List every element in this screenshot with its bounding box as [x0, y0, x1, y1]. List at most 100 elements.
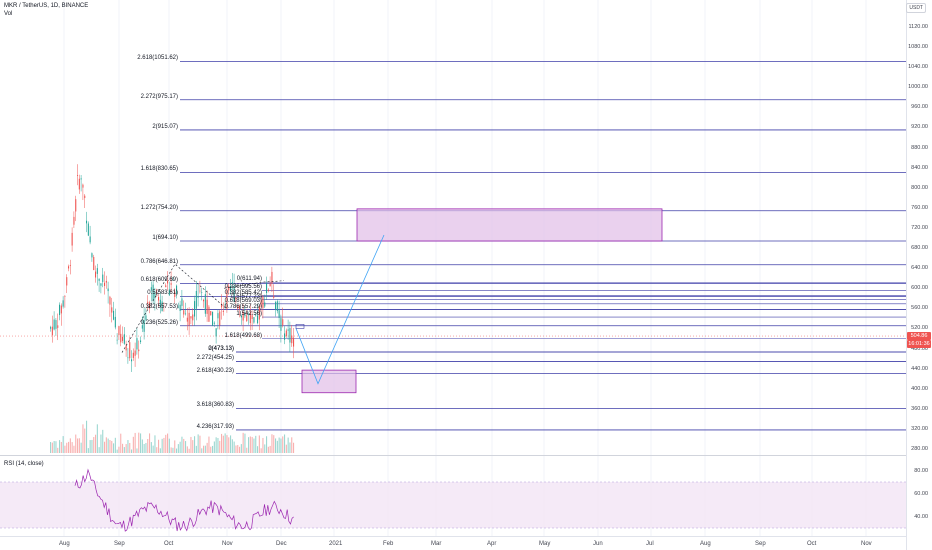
- volume-bar: [138, 432, 140, 453]
- volume-bar: [251, 436, 253, 453]
- currency-button[interactable]: USDT: [906, 3, 926, 13]
- fibonacci-levels: [180, 60, 906, 431]
- candle-body: [75, 199, 77, 212]
- wave-dashed-2: [223, 280, 285, 289]
- candle-body: [206, 299, 208, 314]
- candle-body: [231, 282, 233, 285]
- time-label: May: [539, 541, 551, 547]
- candle-body: [77, 175, 79, 176]
- candle-body: [264, 302, 266, 307]
- candle-body: [149, 302, 151, 309]
- price-label: 720.00: [911, 224, 928, 231]
- volume-bar: [120, 433, 122, 453]
- volume-bar: [244, 433, 246, 453]
- fib-label-short: 0.382(585.42): [224, 289, 262, 296]
- time-label: Feb: [383, 541, 394, 547]
- volume-bar: [267, 446, 269, 453]
- candle-body: [82, 184, 84, 188]
- volume-bar: [71, 442, 73, 453]
- candle-body: [203, 299, 205, 302]
- candle-body: [161, 301, 163, 312]
- candle-body: [109, 296, 111, 305]
- candle-body: [237, 306, 239, 309]
- symbol-legend[interactable]: MKR / TetherUS, 1D, BINANCE: [4, 3, 88, 10]
- candle-body: [239, 305, 241, 309]
- volume-bar: [91, 439, 93, 453]
- time-label: Sep: [114, 541, 125, 547]
- volume-bar: [69, 438, 71, 453]
- candle-body: [185, 313, 187, 315]
- candle-body: [194, 301, 196, 317]
- candle-body: [84, 195, 86, 199]
- volume-bar: [167, 433, 169, 453]
- candle-body: [113, 310, 115, 320]
- volume-bar: [147, 439, 149, 453]
- volume-bar: [293, 442, 295, 453]
- candle-body: [154, 292, 156, 299]
- fib-label: 1.618(830.65): [140, 166, 178, 173]
- volume-bar: [96, 424, 98, 453]
- volume-bar: [104, 441, 106, 453]
- volume-bar: [141, 439, 143, 453]
- candle-body: [107, 288, 109, 292]
- target-zones: [301, 208, 663, 394]
- price-label: 1000.00: [908, 84, 928, 91]
- candle-body: [129, 342, 131, 359]
- candle-body: [66, 277, 68, 286]
- chart-grid: [0, 0, 906, 536]
- candle-body: [80, 178, 82, 180]
- upper-target-zone: [356, 208, 663, 242]
- volume-bar: [230, 435, 232, 453]
- volume-bar: [188, 448, 190, 453]
- volume-bar: [55, 441, 57, 453]
- candle-body: [64, 296, 66, 297]
- candle-body: [120, 333, 122, 343]
- volume-bar: [213, 441, 215, 453]
- fib-label-short: 1.618(499.68): [224, 332, 262, 339]
- price-label: 280.00: [911, 446, 928, 452]
- volume-bar: [132, 436, 134, 453]
- volume-bar: [282, 436, 284, 453]
- candle-body: [233, 286, 235, 302]
- time-label: 2021: [329, 541, 343, 547]
- candle-body: [78, 178, 80, 190]
- candle-body: [186, 317, 188, 322]
- candle-body: [93, 256, 95, 271]
- volume-bar: [226, 435, 228, 453]
- candle-body: [266, 283, 268, 293]
- candle-body: [278, 310, 280, 318]
- volume-legend[interactable]: Vol: [4, 11, 12, 18]
- volume-bar: [64, 445, 66, 453]
- volume-bar: [249, 436, 251, 453]
- price-label: 680.00: [911, 245, 928, 252]
- volume-bar: [278, 437, 280, 453]
- candle-body: [197, 296, 199, 298]
- price-marker: [295, 324, 305, 329]
- candle-body: [287, 329, 289, 331]
- candle-body: [188, 312, 190, 326]
- volume-bar: [80, 442, 82, 453]
- candle-body: [260, 300, 262, 307]
- volume-bar: [125, 444, 127, 453]
- candle-body: [181, 298, 183, 306]
- fib-label: 4.236(317.93): [196, 423, 234, 430]
- candle-body: [172, 277, 174, 278]
- candle-body: [248, 314, 250, 316]
- fib-label: 2.618(1051.62): [137, 55, 178, 62]
- candle-body: [68, 266, 70, 269]
- volume-bar: [145, 442, 147, 453]
- time-label: Jun: [593, 541, 603, 547]
- candle-body: [134, 350, 136, 356]
- volume-bar: [89, 440, 91, 453]
- candlesticks: [50, 164, 295, 372]
- price-label: 480.00: [911, 345, 928, 352]
- volume-bar: [158, 439, 160, 453]
- candle-body: [228, 285, 230, 291]
- price-label: 760.00: [911, 204, 928, 211]
- volume-bar: [183, 438, 185, 453]
- volume-bar: [107, 438, 109, 453]
- volume-bar: [201, 448, 203, 453]
- candle-body: [55, 320, 57, 329]
- rsi-legend[interactable]: RSI (14, close): [4, 461, 44, 468]
